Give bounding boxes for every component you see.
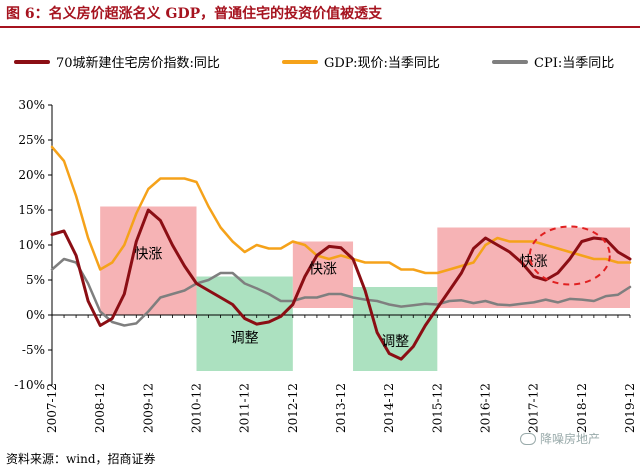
- legend-item-house-price: 70城新建住宅房价指数:同比: [14, 52, 220, 71]
- x-tick-label: 2018-12: [575, 383, 589, 433]
- y-tick-label: 15%: [18, 203, 45, 217]
- title-divider: [0, 26, 640, 28]
- x-tick-label: 2017-12: [527, 383, 541, 433]
- region-label: 调整: [231, 331, 259, 347]
- region-label: 快涨: [309, 261, 337, 277]
- chart-title: 图 6：名义房价超涨名义 GDP，普通住宅的投资价值被透支: [6, 6, 383, 22]
- x-tick-label: 2019-12: [623, 383, 637, 433]
- region-label: 调整: [381, 334, 409, 350]
- legend-label-gdp: GDP:现价:当季同比: [324, 56, 440, 71]
- y-tick-label: -5%: [22, 343, 45, 357]
- region-label: 快涨: [134, 247, 162, 263]
- series-line-0: [50, 208, 632, 361]
- chart-legend: 70城新建住宅房价指数:同比 GDP:现价:当季同比 CPI:当季同比: [14, 52, 634, 74]
- y-tick-label: -10%: [14, 378, 45, 392]
- x-tick-label: 2007-12: [45, 383, 59, 433]
- y-tick-label: 25%: [18, 133, 45, 147]
- x-tick-label: 2010-12: [190, 383, 204, 433]
- y-tick-label: 0%: [26, 308, 45, 322]
- x-tick-label: 2013-12: [334, 383, 348, 433]
- y-tick-label: 5%: [26, 273, 45, 287]
- region-label: 快涨: [520, 254, 548, 270]
- highlight-circle: [528, 225, 611, 286]
- x-tick-label: 2008-12: [93, 383, 107, 433]
- source-note: 资料来源：wind，招商证券: [6, 452, 156, 466]
- y-tick-label: 10%: [18, 238, 45, 252]
- legend-item-gdp: GDP:现价:当季同比: [282, 52, 440, 71]
- watermark-text: 降噪房地产: [540, 432, 601, 446]
- title-bar: 图 6：名义房价超涨名义 GDP，普通住宅的投资价值被透支: [0, 0, 640, 24]
- series-line-2: [50, 257, 632, 327]
- legend-swatch-gdp: [282, 59, 318, 64]
- legend-label-cpi: CPI:当季同比: [534, 56, 615, 71]
- legend-swatch-house-price: [14, 59, 50, 64]
- legend-label-house-price: 70城新建住宅房价指数:同比: [56, 56, 220, 71]
- y-tick-label: 20%: [18, 168, 45, 182]
- y-tick-label: 30%: [18, 98, 45, 112]
- x-tick-label: 2015-12: [430, 383, 444, 433]
- x-tick-label: 2012-12: [286, 383, 300, 433]
- x-tick-label: 2011-12: [238, 383, 252, 433]
- x-tick-label: 2016-12: [479, 383, 493, 433]
- legend-item-cpi: CPI:当季同比: [492, 52, 614, 71]
- x-tick-label: 2009-12: [141, 383, 155, 433]
- legend-swatch-cpi: [492, 59, 528, 64]
- wechat-icon: [520, 432, 536, 445]
- x-tick-label: 2014-12: [382, 383, 396, 433]
- watermark: 降噪房地产: [520, 430, 600, 447]
